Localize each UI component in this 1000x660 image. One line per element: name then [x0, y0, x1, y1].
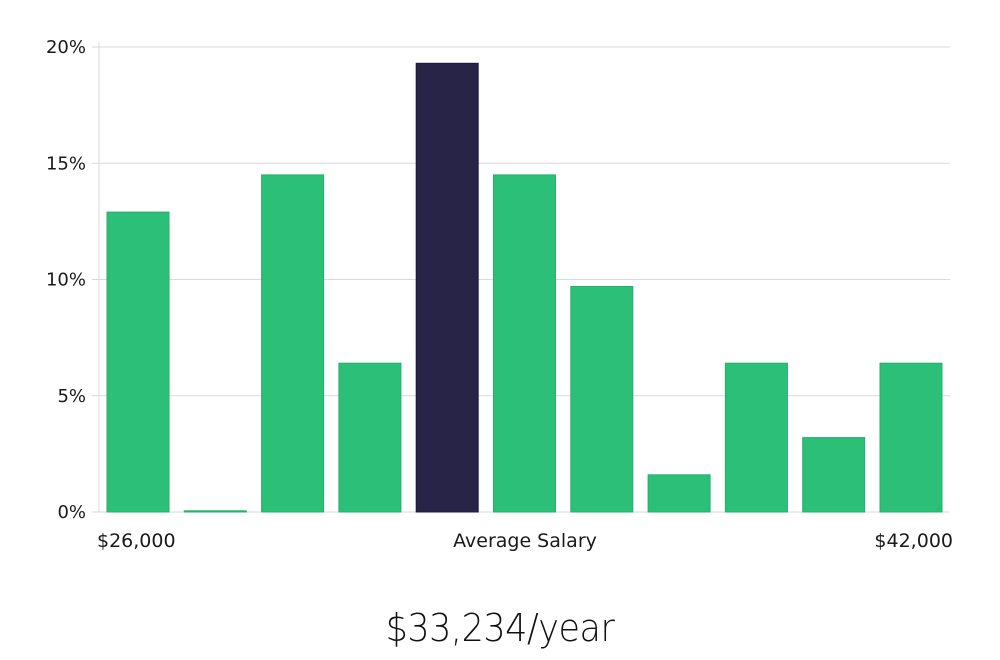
y-tick-label: 5% — [57, 386, 86, 407]
x-min-label: $26,000 — [97, 530, 176, 552]
bar — [570, 286, 634, 513]
bar — [183, 510, 247, 513]
bar — [724, 362, 788, 513]
y-tick-label: 0% — [57, 502, 86, 523]
bar — [338, 362, 402, 513]
y-axis-ticks: 0% 5% 10% 15% 20% — [46, 37, 99, 523]
bar — [879, 362, 943, 513]
salary-histogram: 0% 5% 10% 15% 20% $26,000 Average Salary $42… — [46, 37, 953, 552]
y-tick-label: 20% — [46, 37, 86, 58]
bar — [802, 437, 866, 513]
bar-average-bucket — [415, 62, 479, 513]
x-max-label: $42,000 — [874, 530, 953, 552]
bar — [493, 174, 556, 513]
y-tick-label: 10% — [46, 270, 86, 291]
y-tick-label: 15% — [46, 153, 86, 174]
bars — [106, 62, 943, 513]
bar — [106, 211, 170, 513]
bar — [647, 474, 711, 513]
bar — [261, 174, 325, 513]
x-axis-label: Average Salary — [453, 530, 597, 552]
average-salary-value: $33,234/year — [385, 606, 615, 650]
